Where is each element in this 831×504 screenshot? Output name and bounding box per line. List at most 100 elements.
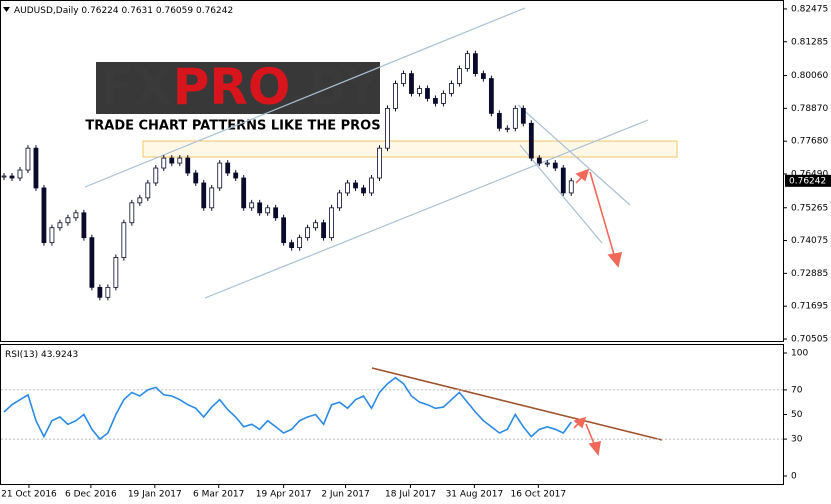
x-tick-label: 21 Oct 2016	[1, 490, 57, 500]
candle	[97, 286, 103, 298]
channel-line	[84, 7, 526, 188]
y-tick-label: 0	[791, 472, 797, 482]
candle	[145, 182, 151, 199]
candle	[441, 93, 446, 104]
logo-text: FXPRO.BY	[100, 58, 381, 116]
y-tick-label: 0.82475	[791, 4, 828, 14]
candle	[512, 107, 518, 129]
low: 0.76059	[156, 6, 193, 16]
candle	[241, 177, 247, 209]
logo-part: PRO	[173, 58, 290, 116]
candle	[273, 207, 279, 219]
candle	[9, 175, 15, 179]
y-tick-label: 0.80060	[791, 71, 828, 81]
candle	[496, 112, 502, 129]
candle	[313, 222, 318, 229]
candle	[49, 227, 55, 244]
rsi-value: 43.9243	[41, 350, 78, 360]
tagline-bg	[90, 114, 376, 136]
symbol-label: AUDUSD,Daily 0.76224 0.7631 0.76059 0.76…	[14, 6, 233, 16]
x-tick-label: 16 Oct 2017	[510, 490, 566, 500]
candle	[361, 187, 366, 194]
arrowhead	[607, 252, 623, 268]
candle	[201, 182, 207, 209]
candle	[153, 167, 159, 184]
x-tick-label: 2 Jun 2017	[321, 490, 369, 500]
candle	[528, 122, 534, 159]
candle	[185, 157, 191, 174]
candle	[520, 107, 526, 124]
y-tick-label: 0.81285	[791, 37, 828, 47]
close: 0.76242	[196, 6, 233, 16]
candle	[369, 177, 374, 194]
candle	[249, 202, 255, 209]
candle	[409, 73, 414, 94]
candle	[337, 192, 342, 209]
candle	[425, 88, 430, 99]
candle	[560, 167, 566, 194]
y-tick-label: 0.74075	[791, 236, 828, 246]
menu-icon	[3, 7, 10, 12]
rsi-line	[3, 376, 572, 441]
y-tick-label: 0.77680	[791, 137, 828, 147]
logo-part: .BY	[289, 58, 380, 116]
channel-line	[519, 144, 603, 244]
candle	[401, 73, 406, 84]
candle	[1, 175, 7, 178]
candle	[433, 98, 438, 104]
candle	[113, 257, 119, 288]
candle	[289, 242, 295, 249]
candle	[321, 222, 326, 239]
x-tick-label: 19 Jan 2017	[128, 490, 182, 500]
arrow	[589, 171, 616, 259]
arrowhead	[575, 168, 590, 182]
candle	[193, 172, 199, 184]
candle	[65, 217, 71, 224]
candle	[41, 187, 47, 244]
candle	[129, 202, 135, 224]
candle	[209, 187, 215, 209]
logo-bg	[96, 62, 380, 114]
candle	[89, 237, 95, 288]
candle	[504, 127, 510, 130]
arrowhead	[588, 440, 601, 456]
y-tick-label: 0.70505	[791, 335, 828, 345]
candle	[217, 162, 223, 189]
rsi-label: RSI(13) 43.9243	[5, 350, 78, 360]
candle	[536, 157, 542, 164]
logo: FXPRO.BY TRADE CHART PATTERNS LIKE THE P…	[85, 58, 381, 136]
arrowhead	[573, 416, 587, 429]
price-marker	[785, 174, 831, 187]
candle	[137, 197, 143, 204]
candle	[177, 157, 183, 164]
candle	[81, 212, 87, 239]
arrows	[371, 168, 663, 456]
candle	[281, 217, 287, 244]
logo-part: FX	[100, 58, 173, 116]
candle	[472, 53, 478, 74]
candle	[25, 147, 31, 171]
y-tick-label: 0.72885	[791, 269, 828, 279]
candle	[233, 172, 239, 179]
candle	[385, 107, 390, 149]
price-panel	[0, 0, 784, 342]
y-tick-label: 50	[791, 410, 803, 420]
candle	[265, 207, 271, 214]
y-tick-label: 100	[791, 348, 808, 358]
x-tick-label: 31 Aug 2017	[446, 490, 504, 500]
candle	[225, 162, 231, 174]
high: 0.7631	[122, 6, 154, 16]
candle	[121, 222, 127, 258]
tagline: TRADE CHART PATTERNS LIKE THE PROS	[85, 119, 380, 134]
candle	[161, 157, 167, 169]
y-tick-label: 0.78870	[791, 104, 828, 114]
candle	[568, 180, 574, 194]
arrow	[585, 423, 596, 447]
candle	[297, 237, 303, 249]
candle	[449, 83, 454, 94]
candle	[345, 182, 350, 194]
channel-line	[204, 119, 649, 299]
candle	[57, 222, 63, 229]
channel-lines	[84, 7, 649, 299]
